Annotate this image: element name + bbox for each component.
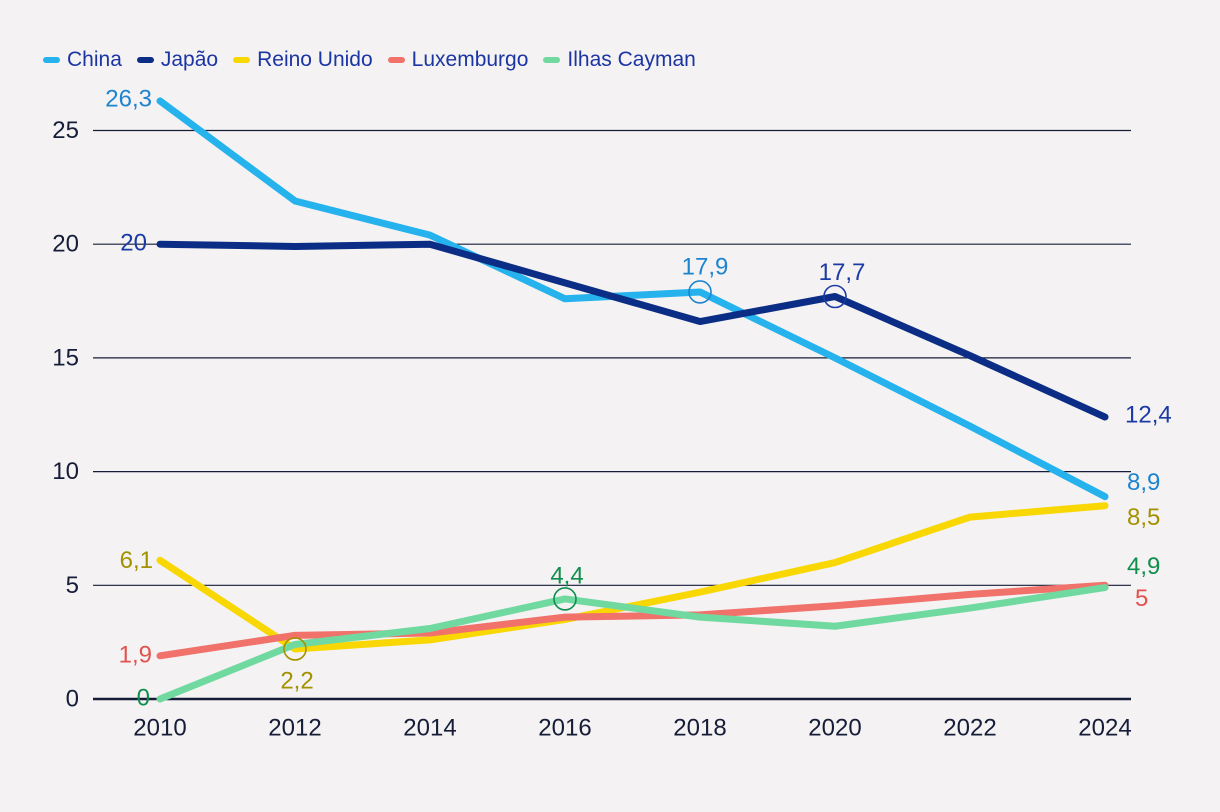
point-label-ilhas-cayman-2016: 4,4 (550, 562, 583, 589)
legend-label: China (67, 48, 122, 71)
point-label-luxemburgo-2024: 5 (1135, 585, 1148, 612)
point-label-china-2018: 17,9 (682, 253, 729, 280)
x-tick-label-2022: 2022 (943, 715, 996, 742)
point-label-china-2010: 26,3 (105, 85, 152, 112)
legend: China Japão Reino Unido Luxemburgo Ilhas Cay… (43, 48, 696, 72)
series-line-reino-unido (156, 502, 1109, 653)
legend-swatch-reino-unido (233, 57, 251, 63)
point-label-ilhas-cayman-2024: 4,9 (1127, 553, 1160, 580)
legend-swatch-ilhas-cayman (543, 57, 561, 63)
x-tick-label-2010: 2010 (133, 715, 186, 742)
point-label-jap-o-2020: 17,7 (819, 259, 866, 286)
point-label-jap-o-2010: 20 (120, 230, 147, 257)
point-marker-china-2018 (688, 280, 712, 304)
point-label-reino-unido-2024: 8,5 (1127, 504, 1160, 531)
x-tick-label-2016: 2016 (538, 715, 591, 742)
y-tick-label-0: 0 (66, 686, 79, 713)
legend-item-china[interactable]: China (43, 48, 122, 72)
x-tick-label-2018: 2018 (673, 715, 726, 742)
series-line-ilhas-cayman (156, 584, 1109, 703)
x-tick-label-2014: 2014 (403, 715, 456, 742)
y-tick-label-25: 25 (52, 117, 79, 144)
y-tick-label-20: 20 (52, 231, 79, 258)
x-tick-label-2020: 2020 (808, 715, 861, 742)
point-label-reino-unido-2010: 6,1 (120, 547, 153, 574)
legend-item-ilhas-cayman[interactable]: Ilhas Cayman (543, 48, 696, 72)
y-tick-label-5: 5 (66, 572, 79, 599)
point-label-ilhas-cayman-2010: 0 (137, 685, 150, 712)
legend-label: Ilhas Cayman (567, 48, 696, 71)
x-tick-label-2024: 2024 (1078, 715, 1131, 742)
legend-label: Japão (160, 48, 219, 71)
series-line-china (156, 97, 1109, 501)
point-label-jap-o-2024: 12,4 (1125, 402, 1172, 429)
point-label-luxemburgo-2010: 1,9 (119, 641, 152, 668)
point-marker-reino-unido-2012 (283, 637, 307, 661)
legend-item-jap-o[interactable]: Japão (136, 48, 219, 72)
y-tick-label-15: 15 (52, 344, 79, 371)
y-tick-label-10: 10 (52, 458, 79, 485)
x-tick-label-2012: 2012 (268, 715, 321, 742)
point-label-reino-unido-2012: 2,2 (280, 667, 313, 694)
legend-item-luxemburgo[interactable]: Luxemburgo (387, 48, 529, 72)
point-marker-ilhas-cayman-2016 (553, 587, 577, 611)
legend-label: Reino Unido (257, 48, 373, 71)
legend-swatch-jap-o (136, 57, 154, 63)
legend-item-reino-unido[interactable]: Reino Unido (233, 48, 373, 72)
point-marker-jap-o-2020 (823, 284, 847, 309)
legend-swatch-china (43, 57, 60, 63)
legend-swatch-luxemburgo (387, 57, 405, 63)
legend-label: Luxemburgo (411, 48, 529, 71)
series-line-luxemburgo (156, 581, 1109, 660)
point-label-china-2024: 8,9 (1127, 469, 1160, 496)
series-line-jap-o (156, 240, 1109, 421)
